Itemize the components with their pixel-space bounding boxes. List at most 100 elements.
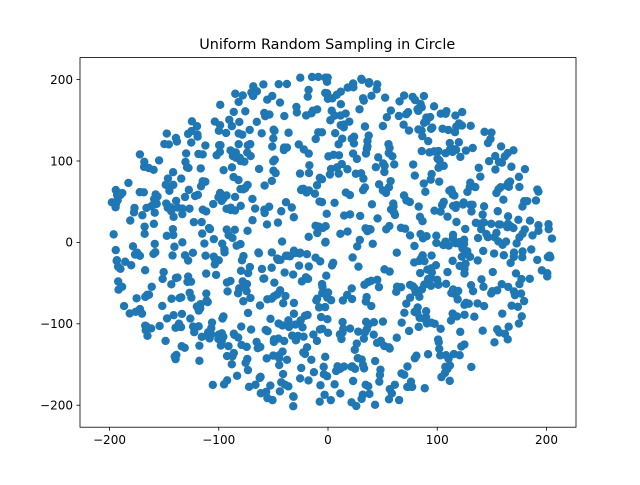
scatter-point [238,91,247,100]
scatter-point [239,297,248,306]
scatter-point [460,310,469,319]
scatter-point [453,295,462,304]
scatter-point [219,312,228,321]
scatter-point [516,289,526,298]
scatter-point [382,225,391,234]
scatter-point [279,336,289,346]
scatter-point [277,237,287,246]
scatter-point [268,142,277,151]
scatter-point [109,230,118,239]
scatter-point [116,190,125,200]
scatter-point [515,182,524,192]
scatter-point [140,157,149,166]
scatter-point [289,213,299,222]
scatter-point [358,185,368,195]
scatter-point [246,293,255,303]
scatter-point [430,206,439,215]
scatter-point [411,287,420,297]
scatter-point [263,393,272,403]
scatter-point [513,302,523,311]
scatter-point [479,202,489,211]
scatter-point [418,131,427,141]
scatter-point [304,186,314,195]
scatter-point [297,277,307,286]
scatter-point [413,308,422,318]
scatter-point [155,321,164,331]
scatter-point [339,362,349,371]
scatter-point [304,168,314,178]
scatter-point [478,326,487,335]
scatter-point [260,181,269,190]
scatter-point [227,360,237,369]
scatter-point [291,320,300,329]
scatter-point [468,143,477,153]
scatter-point [355,235,365,245]
scatter-point [117,282,127,291]
scatter-point [171,133,181,143]
scatter-point [454,138,464,147]
scatter-point [278,321,287,330]
scatter-point [149,219,159,229]
scatter-point [205,334,214,343]
scatter-point [275,98,285,107]
scatter-point [147,282,156,291]
scatter-point [221,128,231,138]
scatter-point [461,224,470,234]
scatter-point [449,145,459,154]
scatter-point [234,139,243,149]
scatter-point [183,277,192,287]
scatter-point [374,180,384,189]
scatter-point [330,380,339,389]
y-axis: −200 −100 0 100 200 [40,73,80,413]
scatter-point [259,274,269,283]
scatter-point [311,253,320,262]
scatter-point [414,106,423,116]
y-tick-label: 100 [50,154,73,168]
scatter-point [226,203,235,212]
scatter-point [269,134,278,143]
scatter-point [415,268,425,278]
scatter-point [294,261,304,270]
scatter-point [499,195,508,204]
scatter-point [242,286,251,296]
scatter-point [200,239,209,248]
scatter-point [262,354,271,363]
scatter-point [139,188,149,197]
scatter-point [295,374,305,383]
scatter-point [457,252,467,261]
scatter-point [141,321,150,330]
scatter-point [355,211,365,221]
scatter-point [322,271,331,280]
scatter-point [438,124,447,133]
scatter-point [378,121,388,131]
scatter-point [480,127,489,137]
scatter-point [387,389,397,398]
scatter-point [232,241,241,250]
scatter-point [282,355,292,365]
scatter-point [219,380,229,389]
scatter-point [209,234,219,244]
scatter-point [283,251,292,260]
scatter-point [324,152,333,161]
scatter-point [432,238,441,248]
scatter-point [186,314,195,323]
scatter-point [496,220,505,229]
scatter-point [484,157,494,166]
scatter-point [384,343,394,352]
scatter-point [216,100,225,110]
scatter-point [476,219,485,228]
scatter-point [520,225,529,234]
scatter-point [307,355,316,364]
scatter-point [215,121,225,130]
scatter-point [259,80,268,89]
scatter-point [338,317,347,327]
x-tick-label: 0 [324,433,332,447]
scatter-point [361,297,371,306]
scatter-point [375,377,384,386]
scatter-point [336,229,345,239]
scatter-point [187,126,196,136]
scatter-point [251,380,260,389]
scatter-point [323,94,333,104]
scatter-point [267,263,276,272]
scatter-point [225,115,234,124]
